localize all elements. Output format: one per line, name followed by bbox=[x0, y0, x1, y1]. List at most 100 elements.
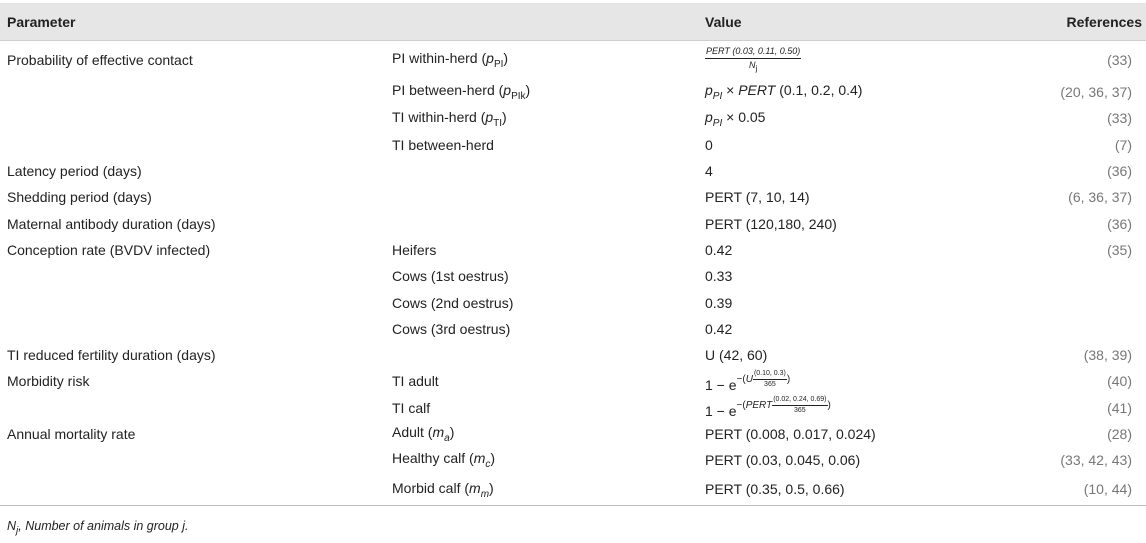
cell-value: U (42, 60) bbox=[705, 347, 768, 364]
table-row: Probability of effective contact PI withi… bbox=[0, 41, 1146, 80]
cell-subparameter: Cows (3rd oestrus) bbox=[392, 320, 511, 337]
cell-subparameter: PI within-herd (pPI) bbox=[392, 50, 509, 70]
table-row: Cows (1st oestrus) 0.33 bbox=[0, 263, 1146, 289]
table-footnote: Nj, Number of animals in group j. bbox=[7, 519, 189, 537]
fraction: PERT (0.03, 0.11, 0.50) Nj bbox=[705, 46, 802, 73]
table-row: Cows (3rd oestrus) 0.42 bbox=[0, 316, 1146, 342]
exponent: −(PERT (0.02, 0.24, 0.69) 365) bbox=[736, 396, 831, 415]
table-row: Morbid calf (mm) PERT (0.35, 0.5, 0.66) (1… bbox=[0, 473, 1146, 507]
reference-link: 33 bbox=[1111, 110, 1128, 127]
cell-value: PERT (0.03, 0.11, 0.50) Nj bbox=[705, 41, 1012, 80]
cell-parameter bbox=[0, 395, 392, 421]
table-row: TI within-herd (pTI) pPI × 0.05 (33) bbox=[0, 105, 1146, 131]
reference-link: 6 bbox=[1072, 189, 1081, 206]
cell-parameter bbox=[0, 132, 392, 158]
cell-parameter: TI reduced fertility duration (days) bbox=[7, 347, 216, 364]
reference-link: 33 bbox=[1111, 52, 1128, 68]
table-row: Cows (2nd oestrus) 0.39 bbox=[0, 289, 1146, 315]
cell-subparameter: Healthy calf (mc) bbox=[392, 450, 496, 471]
reference-link: 33 bbox=[1065, 452, 1081, 469]
cell-value: 1 − e−(U (0.10, 0.3) 365) bbox=[705, 369, 791, 393]
cell-references: (33, 42, 43) bbox=[1060, 452, 1132, 469]
cell-subparameter bbox=[392, 184, 705, 210]
table-row: Annual mortality rate Adult (ma) PERT (0.0… bbox=[0, 421, 1146, 447]
cell-value: 0 bbox=[705, 136, 713, 153]
cell-value: PERT (120,180, 240) bbox=[705, 215, 837, 232]
table-row: Conception rate (BVDV infected) Heifers 0.… bbox=[0, 237, 1146, 263]
reference-link: 35 bbox=[1111, 241, 1128, 258]
cell-subparameter: Adult (ma) bbox=[392, 424, 455, 444]
cell-references: (28) bbox=[1107, 426, 1132, 442]
cell-parameter: Morbidity risk bbox=[7, 373, 90, 390]
cell-subparameter: Heifers bbox=[392, 241, 437, 258]
reference-link: 36 bbox=[1111, 163, 1128, 180]
table-header-row: Parameter Value References bbox=[0, 3, 1146, 41]
table-row: Shedding period (days) PERT (7, 10, 14) (6… bbox=[0, 184, 1146, 210]
cell-parameter bbox=[0, 79, 392, 105]
reference-link: 36 bbox=[1088, 84, 1104, 101]
reference-link: 43 bbox=[1111, 452, 1128, 469]
cell-value: 0.42 bbox=[705, 241, 733, 258]
cell-parameter: Probability of effective contact bbox=[7, 52, 193, 68]
cell-parameter bbox=[0, 473, 392, 507]
cell-parameter: Annual mortality rate bbox=[7, 426, 136, 442]
cell-references: (38, 39) bbox=[1083, 347, 1132, 364]
reference-link: 10 bbox=[1088, 481, 1104, 498]
cell-parameter bbox=[0, 289, 392, 315]
cell-subparameter: TI adult bbox=[392, 373, 439, 390]
cell-references: (36) bbox=[1107, 215, 1132, 232]
table-row: PI between-herd (pPIk) pPI × PERT (0.1, 0… bbox=[0, 79, 1146, 105]
cell-references: (33) bbox=[1107, 52, 1132, 68]
cell-references: (10, 44) bbox=[1012, 473, 1146, 507]
reference-link: 37 bbox=[1111, 84, 1128, 101]
cell-subparameter: TI between-herd bbox=[392, 136, 494, 153]
exponent: −(U (0.10, 0.3) 365) bbox=[736, 369, 791, 388]
table-row: TI between-herd 0 (7) bbox=[0, 132, 1146, 158]
cell-subparameter bbox=[392, 342, 705, 368]
cell-value: PERT (0.008, 0.017, 0.024) bbox=[705, 426, 876, 442]
cell-references: (7) bbox=[1114, 136, 1132, 153]
reference-link: 40 bbox=[1111, 373, 1128, 390]
reference-link: 41 bbox=[1111, 399, 1128, 416]
cell-value: PERT (0.35, 0.5, 0.66) bbox=[705, 473, 1012, 507]
reference-link: 38 bbox=[1088, 347, 1104, 364]
cell-subparameter bbox=[392, 210, 705, 236]
cell-references: (40) bbox=[1107, 373, 1132, 390]
cell-references: (33) bbox=[1107, 110, 1132, 127]
cell-subparameter: Cows (2nd oestrus) bbox=[392, 294, 514, 311]
table-row: Latency period (days) 4 (36) bbox=[0, 158, 1146, 184]
reference-link: 36 bbox=[1111, 215, 1128, 232]
cell-value: 4 bbox=[705, 163, 713, 180]
cell-value: PERT (0.03, 0.045, 0.06) bbox=[705, 452, 861, 469]
cell-references: (6, 36, 37) bbox=[1068, 189, 1132, 206]
reference-link: 20 bbox=[1065, 84, 1081, 101]
table-row: TI reduced fertility duration (days) U (4… bbox=[0, 342, 1146, 368]
table-row: Morbidity risk TI adult 1 − e−(U (0.10, 0.3… bbox=[0, 368, 1146, 394]
header-references: References bbox=[1012, 3, 1146, 41]
cell-references bbox=[1012, 263, 1146, 289]
cell-subparameter: Cows (1st oestrus) bbox=[392, 268, 509, 285]
table-row: TI calf 1 − e−(PERT (0.02, 0.24, 0.69) 365)… bbox=[0, 395, 1146, 421]
parameter-table: Parameter Value References Probability o… bbox=[0, 3, 1146, 507]
header-value: Value bbox=[705, 3, 1012, 41]
cell-value: 0.39 bbox=[705, 294, 733, 311]
cell-parameter: Latency period (days) bbox=[7, 163, 142, 180]
cell-subparameter: PI between-herd (pPIk) bbox=[392, 82, 531, 103]
cell-subparameter: TI within-herd (pTI) bbox=[392, 108, 507, 129]
cell-references: (20, 36, 37) bbox=[1060, 84, 1132, 101]
cell-references bbox=[1012, 289, 1146, 315]
reference-link: 36 bbox=[1088, 189, 1104, 206]
reference-link: 42 bbox=[1088, 452, 1104, 469]
cell-value: 0.33 bbox=[705, 268, 733, 285]
cell-references: (36) bbox=[1107, 163, 1132, 180]
cell-parameter bbox=[0, 447, 392, 473]
cell-parameter bbox=[0, 263, 392, 289]
cell-value: pPI × 0.05 bbox=[705, 108, 766, 129]
header-parameter: Parameter bbox=[0, 3, 392, 41]
header-subparameter bbox=[392, 3, 705, 41]
cell-subparameter bbox=[392, 158, 705, 184]
cell-parameter bbox=[0, 105, 392, 131]
cell-references: (35) bbox=[1107, 241, 1132, 258]
cell-parameter bbox=[0, 316, 392, 342]
